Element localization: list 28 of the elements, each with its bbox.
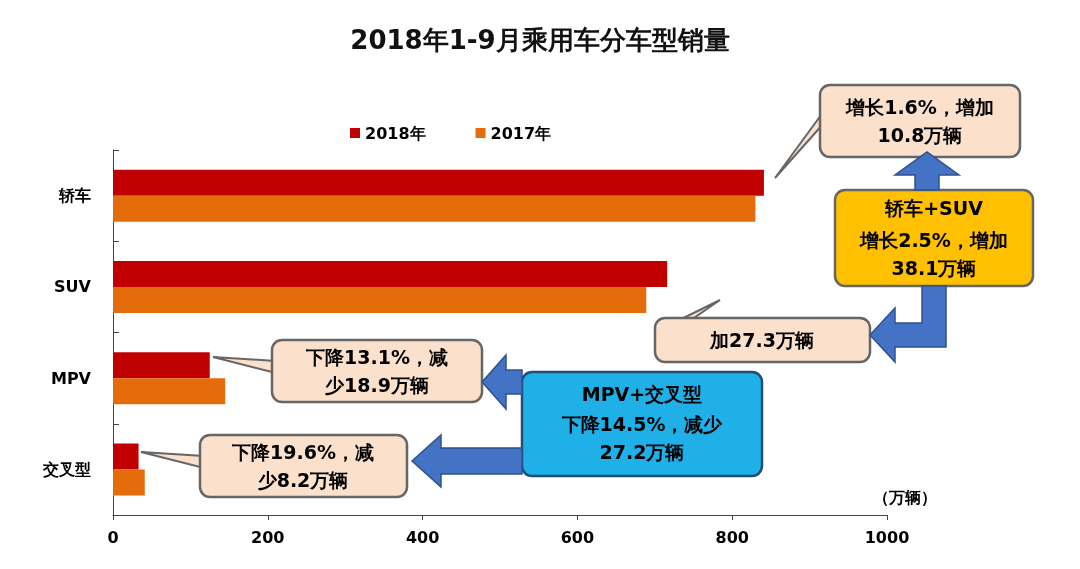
bar xyxy=(113,286,647,313)
chart-title: 2018年1-9月乘用车分车型销量 xyxy=(350,25,730,55)
legend-label: 2018年 xyxy=(365,123,426,143)
x-tick-label: 200 xyxy=(251,527,285,547)
x-tick-label: 600 xyxy=(560,527,595,547)
y-tick-label: SUV xyxy=(54,277,92,297)
bar xyxy=(113,378,226,405)
x-tick-label: 0 xyxy=(107,527,119,547)
bar xyxy=(113,260,668,287)
bar xyxy=(113,169,764,196)
annotation: 下降19.6%，减少8.2万辆 xyxy=(231,441,374,491)
text: 增长1.6%，增加10.8万辆 xyxy=(845,96,994,146)
x-tick-label: 400 xyxy=(405,527,440,547)
annotation: 下降14.5%，减少27.2万辆 xyxy=(560,413,724,463)
annotation: 增长2.5%，增加38.1万辆 xyxy=(859,229,1008,279)
annotation: 加27.3万辆 xyxy=(709,329,814,351)
bar xyxy=(113,195,756,222)
bar xyxy=(113,469,145,496)
x-axis-title: （万辆） xyxy=(873,487,937,507)
legend-label: 2017年 xyxy=(490,123,552,143)
x-tick-label: 800 xyxy=(715,527,749,547)
annotation: 下降13.1%，减少18.9万辆 xyxy=(305,346,448,396)
x-tick-label: 1000 xyxy=(864,527,910,547)
annotation: MPV+交叉型 xyxy=(581,383,703,405)
y-tick-label: 轿车 xyxy=(58,186,91,206)
annotation: 轿车+SUV xyxy=(884,197,984,219)
y-tick-label: 交叉型 xyxy=(42,459,91,479)
y-tick-label: MPV xyxy=(50,368,92,388)
